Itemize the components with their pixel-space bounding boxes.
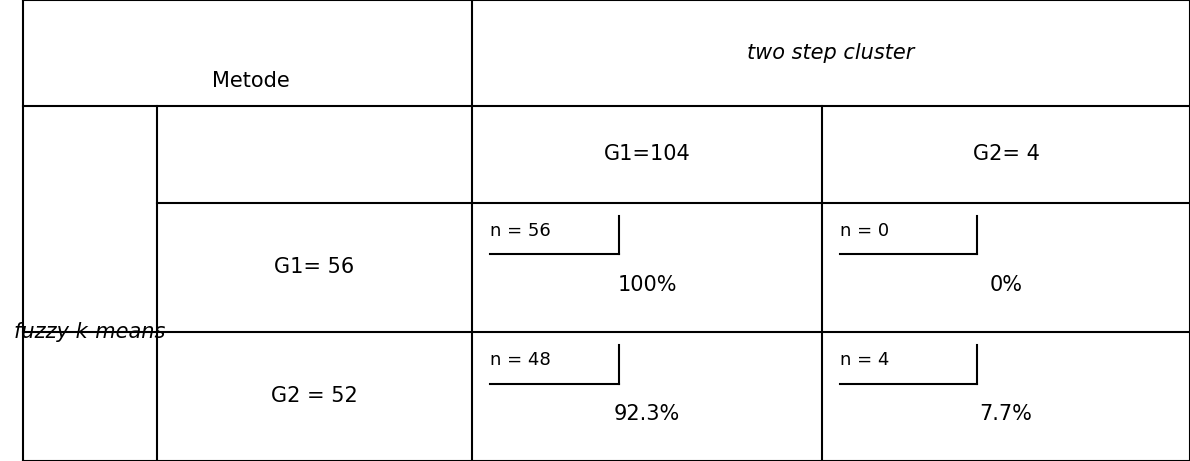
Text: 92.3%: 92.3% [614, 404, 681, 424]
Text: G2 = 52: G2 = 52 [271, 386, 358, 407]
Text: n = 0: n = 0 [840, 222, 889, 240]
Text: G2= 4: G2= 4 [972, 144, 1040, 165]
Text: 0%: 0% [990, 275, 1022, 295]
Text: n = 4: n = 4 [840, 351, 889, 369]
Text: Metode: Metode [212, 71, 290, 91]
Text: 7.7%: 7.7% [979, 404, 1033, 424]
Text: G1= 56: G1= 56 [275, 257, 355, 278]
Text: n = 48: n = 48 [489, 351, 550, 369]
Text: fuzzy k-means: fuzzy k-means [14, 322, 165, 342]
Text: G1=104: G1=104 [603, 144, 690, 165]
Text: n = 56: n = 56 [489, 222, 550, 240]
Text: two step cluster: two step cluster [747, 43, 915, 63]
Text: 100%: 100% [618, 275, 677, 295]
